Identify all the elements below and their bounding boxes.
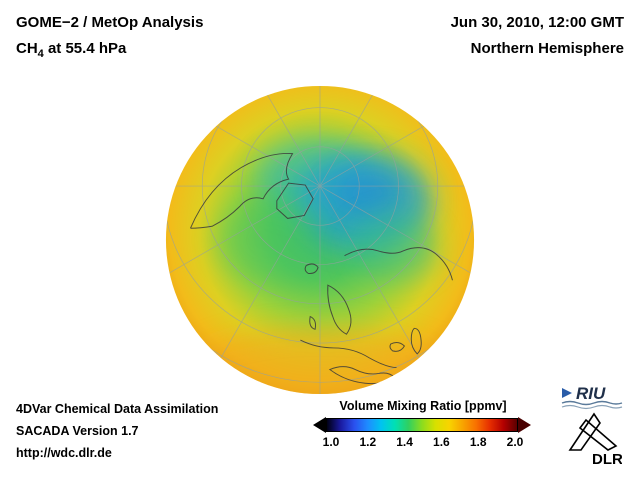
footer-line-version: SACADA Version 1.7 xyxy=(16,424,139,438)
globe-map xyxy=(163,83,477,397)
header-right: Jun 30, 2010, 12:00 GMT Northern Hemisph… xyxy=(451,10,624,62)
region-label: Northern Hemisphere xyxy=(470,40,624,57)
riu-logo-svg: RIU xyxy=(561,384,623,410)
colorbar-arrow-left xyxy=(313,417,326,433)
globe-svg xyxy=(165,85,475,395)
date-label: Jun 30, 2010, 12:00 GMT xyxy=(450,14,624,31)
plot-title: GOME−2 / MetOp Analysis xyxy=(16,14,204,31)
graticule-lines xyxy=(165,85,475,395)
colorbar-gradient xyxy=(326,418,518,432)
colorbar-tick: 1.6 xyxy=(433,435,450,449)
colorbar-tick: 1.4 xyxy=(396,435,413,449)
colorbar: Volume Mixing Ratio [ppmv] 1.0 1.2 1.4 1… xyxy=(313,399,533,449)
plot-subtitle: CH4 at 55.4 hPa xyxy=(16,40,127,60)
footer-line-url: http://wdc.dlr.de xyxy=(16,446,112,460)
coastlines xyxy=(190,152,453,385)
colorbar-tick: 1.2 xyxy=(359,435,377,449)
colorbar-tick: 2.0 xyxy=(506,435,524,449)
colorbar-ticks: 1.0 1.2 1.4 1.6 1.8 2.0 xyxy=(319,435,527,449)
colorbar-title: Volume Mixing Ratio [ppmv] xyxy=(339,399,507,413)
dlr-logo-icon: DLR xyxy=(564,410,623,471)
dlr-logo-svg: DLR xyxy=(568,412,623,468)
colorbar-tick: 1.0 xyxy=(322,435,340,449)
colorbar-tick: 1.8 xyxy=(469,435,487,449)
colorbar-arrow-right xyxy=(518,417,531,433)
riu-logo-text: RIU xyxy=(576,384,606,403)
footer-line-assimilation: 4DVar Chemical Data Assimilation xyxy=(16,402,219,416)
dlr-logo-text: DLR xyxy=(592,451,622,466)
footer-text: 4DVar Chemical Data Assimilation SACADA … xyxy=(16,398,218,464)
header-left: GOME−2 / MetOp Analysis CH4 at 55.4 hPa xyxy=(16,10,203,67)
colorbar-row xyxy=(313,417,533,433)
riu-logo-icon: RIU xyxy=(560,380,626,415)
